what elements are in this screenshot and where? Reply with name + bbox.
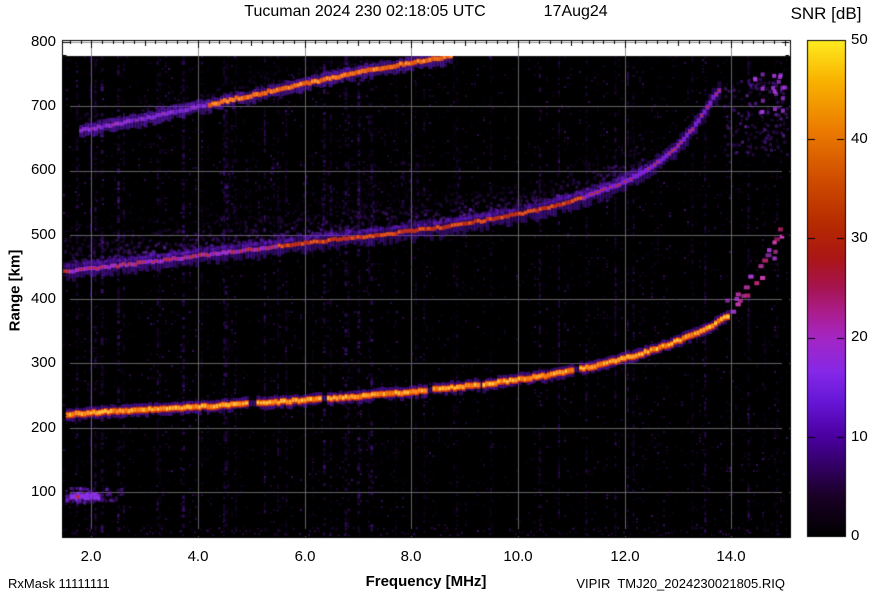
y-tick-label: 300 [30,354,56,371]
x-tick-label: 10.0 [503,548,533,565]
file-name-label: VIPIR TMJ20_2024230021805.RIQ [576,576,785,591]
y-tick-label: 600 [30,161,56,178]
x-tick-label: 12.0 [610,548,640,565]
y-tick-label: 800 [30,33,56,50]
x-tick-label: 8.0 [400,548,422,565]
x-tick-label: 14.0 [716,548,746,565]
colorbar-tick-label: 10 [851,428,868,445]
x-tick-label: 4.0 [187,548,209,565]
colorbar-tick-label: 30 [851,229,868,246]
y-tick-label: 200 [30,419,56,436]
x-axis-title: Frequency [MHz] [365,573,487,590]
y-tick-label: 700 [30,97,56,114]
colorbar-tick-label: 20 [851,328,868,345]
y-tick-label: 500 [30,226,56,243]
plot-title-bar: Tucuman 2024 230 02:18:05 UTC 17Aug24 [62,3,790,21]
colorbar-tick-label: 50 [851,31,868,48]
y-tick-label: 400 [30,290,56,307]
colorbar-tick-label: 0 [851,527,860,544]
x-tick-label: 6.0 [294,548,316,565]
colorbar-tick-label: 40 [851,130,868,147]
plot-title: Tucuman 2024 230 02:18:05 UTC [244,3,486,20]
y-tick-label: 100 [30,483,56,500]
rx-mask-label: RxMask 11111111 [8,576,110,591]
x-tick-label: 2.0 [80,548,102,565]
colorbar-title: SNR [dB] [790,4,862,23]
plot-date: 17Aug24 [543,3,608,20]
